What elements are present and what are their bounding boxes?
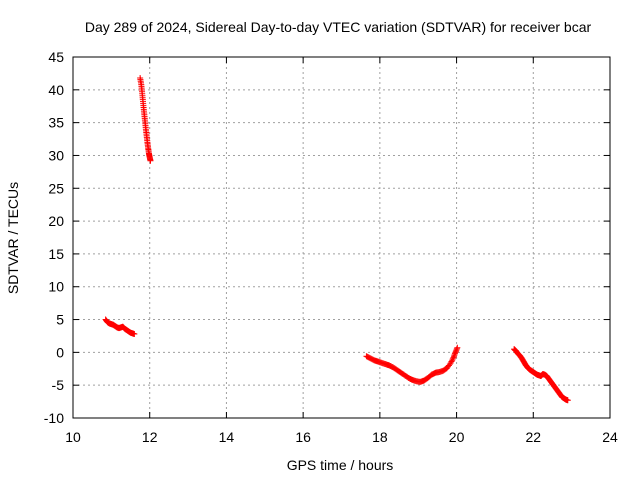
plot-frame xyxy=(72,56,611,419)
data-points xyxy=(102,75,571,404)
data-point xyxy=(447,359,454,366)
y-tick-label: 15 xyxy=(48,246,64,262)
x-tick-label: 20 xyxy=(449,429,465,445)
y-tick-label: 30 xyxy=(48,147,64,163)
x-axis-label: GPS time / hours xyxy=(287,457,394,473)
chart-title: Day 289 of 2024, Sidereal Day-to-day VTE… xyxy=(85,19,592,35)
data-point xyxy=(449,355,456,362)
x-tick-label: 10 xyxy=(65,429,81,445)
y-tick-label: 35 xyxy=(48,115,64,131)
data-point xyxy=(564,397,571,404)
data-point xyxy=(449,357,456,364)
y-axis-label: SDTVAR / TECUs xyxy=(5,182,21,294)
x-tick-label: 18 xyxy=(372,429,388,445)
y-tick-label: 45 xyxy=(48,49,64,65)
series-segment-2 xyxy=(137,75,154,164)
x-tick-label: 22 xyxy=(525,429,541,445)
grid xyxy=(73,57,610,418)
series-segment-1 xyxy=(102,316,138,337)
axis-ticks: 10 12 14 16 18 20 22 24 -10 -5 0 5 10 15 20 25 30 35 40 45 xyxy=(44,49,618,445)
data-point xyxy=(131,330,138,337)
x-tick-label: 16 xyxy=(295,429,311,445)
y-tick-label: 25 xyxy=(48,180,64,196)
y-tick-label: -10 xyxy=(44,410,64,426)
y-tick-label: 5 xyxy=(56,312,64,328)
series-segment-3 xyxy=(363,344,461,385)
data-point xyxy=(147,157,154,164)
y-tick-label: 10 xyxy=(48,279,64,295)
y-tick-label: 0 xyxy=(56,344,64,360)
data-point xyxy=(448,358,455,365)
y-tick-label: 40 xyxy=(48,82,64,98)
x-tick-label: 24 xyxy=(602,429,618,445)
series-segment-4 xyxy=(511,346,571,404)
data-point xyxy=(454,344,461,351)
y-tick-label: -5 xyxy=(52,377,65,393)
y-tick-label: 20 xyxy=(48,213,64,229)
x-tick-label: 14 xyxy=(219,429,235,445)
x-tick-label: 12 xyxy=(142,429,158,445)
